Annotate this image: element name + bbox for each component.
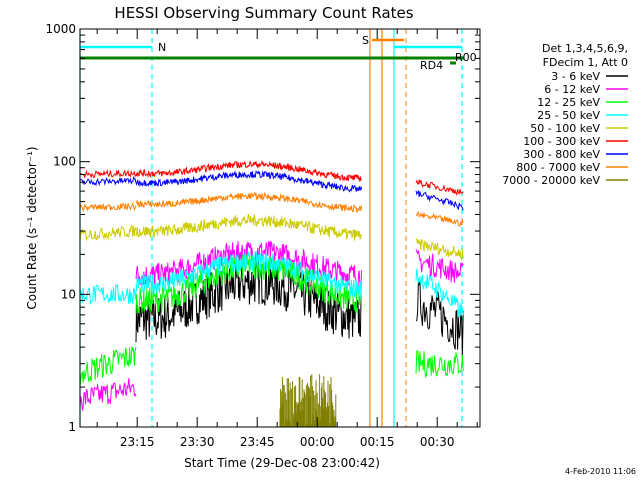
y-tick-label: 10	[61, 287, 76, 301]
legend-entry-label: 100 - 300 keV	[523, 135, 600, 148]
x-tick-label: 23:30	[180, 435, 215, 449]
flag-label-N: N	[158, 41, 166, 54]
legend-entry-label: 12 - 25 keV	[537, 96, 600, 109]
legend-header-line2: FDecim 1, Att 0	[543, 56, 628, 69]
legend-entry-label: 7000 - 20000 keV	[502, 174, 600, 187]
trace-100-300-keV	[79, 160, 464, 196]
x-tick-label: 00:30	[420, 435, 455, 449]
plot-frame	[79, 28, 481, 428]
trace-300-800-keV	[79, 170, 464, 211]
flag-label-R00: R00	[455, 51, 477, 64]
y-tick-label: 1	[68, 420, 76, 434]
x-tick-label: 23:45	[240, 435, 275, 449]
trace-50-100-keV	[79, 213, 464, 261]
x-axis-label: Start Time (29-Dec-08 23:00:42)	[184, 456, 380, 470]
y-axis: 1 10 100 1000	[45, 22, 480, 434]
series-traces	[79, 160, 464, 427]
legend-entry-label: 300 - 800 keV	[523, 148, 600, 161]
legend-header-line1: Det 1,3,4,5,6,9,	[542, 42, 628, 55]
trace-path	[79, 240, 464, 411]
chart-title: HESSI Observing Summary Count Rates	[114, 4, 413, 22]
y-axis-label: Count Rate (s⁻¹ detector⁻¹)	[25, 146, 39, 309]
timestamp: 4-Feb-2010 11:06	[565, 467, 636, 476]
x-tick-label: 23:15	[120, 435, 155, 449]
y-tick-label: 100	[53, 155, 76, 169]
flag-label-S: S	[362, 34, 369, 47]
y-tick-label: 1000	[45, 22, 76, 36]
trace-path	[79, 191, 464, 227]
legend: Det 1,3,4,5,6,9, FDecim 1, Att 0 3 - 6 k…	[502, 42, 628, 187]
x-tick-label: 00:00	[300, 435, 335, 449]
legend-entry-label: 25 - 50 keV	[537, 109, 600, 122]
trace-25-50-keV	[79, 251, 464, 318]
legend-entry-label: 800 - 7000 keV	[516, 161, 600, 174]
x-tick-label: 00:15	[360, 435, 395, 449]
trace-path	[79, 213, 464, 261]
trace-6-12-keV	[79, 240, 464, 411]
trace-path	[79, 170, 464, 211]
status-flags: N S R00 RD4	[80, 34, 477, 72]
trace-800-7000-keV	[79, 191, 464, 227]
trace-path	[79, 251, 464, 318]
legend-entry-label: 3 - 6 keV	[551, 70, 600, 83]
x-axis: 23:15 23:30 23:45 00:00 00:15 00:30	[96, 29, 478, 449]
legend-entry-label: 50 - 100 keV	[530, 122, 600, 135]
flag-label-RD4: RD4	[420, 59, 443, 72]
trace-path	[79, 160, 464, 196]
legend-entry-label: 6 - 12 keV	[544, 83, 600, 96]
